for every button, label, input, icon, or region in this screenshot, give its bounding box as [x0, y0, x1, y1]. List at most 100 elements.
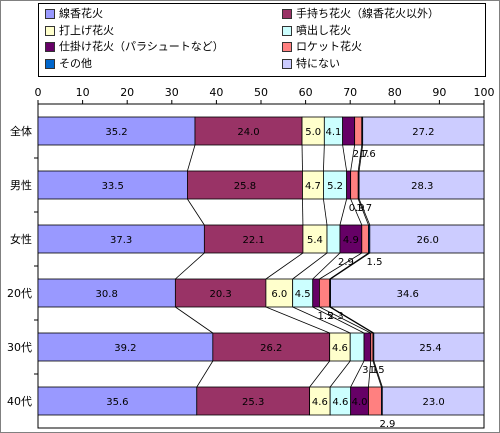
data-label: 4.7: [305, 181, 321, 192]
bar-segment: [326, 224, 341, 254]
data-label: 23.0: [422, 397, 444, 408]
series-connector-line: [330, 306, 375, 334]
series-connector-line: [373, 360, 383, 388]
series-connector-line: [196, 360, 214, 388]
bar-segment: [37, 386, 198, 416]
x-tick-label: 0: [35, 86, 42, 99]
data-label: 34.6: [397, 289, 419, 300]
series-connector-line: [329, 252, 369, 280]
data-label: 2.9: [338, 257, 354, 268]
legend-swatch: [282, 9, 292, 19]
plot-area: [37, 103, 485, 429]
series-connector-line: [175, 306, 214, 334]
bar-segment: [373, 332, 485, 362]
bar-segment: [187, 170, 303, 200]
x-tick-label: 20: [120, 86, 134, 99]
data-label: 4.1: [326, 127, 342, 138]
data-label: 4.6: [332, 343, 348, 354]
chart-legend: 線香花火 手持ち花火（線香花火以外） 打上げ花火 噴出し花火仕掛け花火（パラシュートな…: [38, 3, 486, 77]
data-label: 22.1: [243, 235, 265, 246]
legend-label: 噴出し花火: [296, 23, 351, 37]
legend-label: ロケット花火: [296, 40, 362, 53]
legend-swatch: [45, 25, 55, 36]
data-label: 0.9: [349, 203, 365, 214]
data-label: 27.2: [412, 127, 434, 138]
legend-label: その他: [59, 56, 92, 70]
data-label: 5.2: [327, 181, 343, 192]
legend-swatch: [282, 58, 292, 69]
series-connector-line: [309, 360, 331, 388]
bar-segment: [312, 278, 320, 308]
x-tick-label: 40: [209, 86, 223, 99]
data-label: 24.0: [237, 127, 259, 138]
bar-segment: [212, 332, 331, 362]
bar-segment: [194, 116, 303, 146]
data-label: 1.6: [360, 149, 376, 160]
category-label: 20代: [7, 287, 32, 300]
x-tick-label: 90: [432, 86, 446, 99]
x-tick-label: 30: [165, 86, 179, 99]
bar-segment: [330, 278, 485, 308]
category-label: 女性: [10, 232, 32, 246]
bar-segment: [342, 116, 356, 146]
data-label: 1.7: [356, 203, 372, 214]
bar-segment: [346, 170, 352, 200]
legend-label: 仕掛け花火（パラシュートなど）: [59, 40, 224, 53]
series-connector-line: [312, 252, 341, 280]
series-connector-line: [350, 144, 356, 172]
series-connector-line: [292, 252, 328, 280]
bar-segment: [381, 386, 485, 416]
legend-swatch: [282, 25, 292, 36]
legend-label: 線香花火: [59, 7, 103, 20]
series-connector-line: [323, 144, 325, 172]
series-connector-line: [350, 360, 365, 388]
bar-segment: [361, 224, 369, 254]
series-connector-line: [329, 360, 351, 388]
series-connector-line: [350, 198, 363, 226]
data-label: 4.0: [352, 397, 368, 408]
bar-segment: [196, 386, 311, 416]
bar-segment: [37, 170, 188, 200]
legend-swatch: [45, 58, 55, 69]
x-tick-label: 80: [388, 86, 402, 99]
data-label: 2.9: [379, 419, 395, 430]
bar-segment: [362, 116, 485, 146]
bar-segment: [174, 278, 267, 308]
series-connector-line: [312, 306, 365, 334]
data-label: 1.5: [369, 365, 385, 376]
data-label: 25.3: [242, 397, 264, 408]
series-connector-line: [342, 144, 348, 172]
legend-label: 打上げ花火: [59, 23, 114, 37]
series-connector-line: [323, 198, 328, 226]
series-connector-line: [329, 306, 374, 334]
data-label: 37.3: [110, 235, 132, 246]
series-connector-line: [175, 252, 205, 280]
data-label: 26.2: [260, 343, 282, 354]
data-label: 4.9: [343, 235, 359, 246]
data-label: 25.8: [234, 181, 256, 192]
legend-label: 手持ち花火（線香花火以外）: [296, 7, 439, 20]
bar-segment: [37, 224, 205, 254]
legend-swatch: [45, 42, 55, 52]
x-tick-label: 50: [254, 86, 268, 99]
bar-segment: [354, 116, 363, 146]
x-tick-label: 60: [299, 86, 313, 99]
data-label: 33.5: [102, 181, 124, 192]
series-connector-line: [357, 144, 363, 172]
x-tick-label: 100: [474, 86, 495, 99]
series-connector-line: [358, 198, 371, 226]
legend-label: 特にない: [296, 56, 340, 70]
series-connector-line: [330, 252, 371, 280]
legend-swatch: [282, 42, 292, 52]
data-label: 35.2: [105, 127, 127, 138]
data-label: 28.3: [411, 181, 433, 192]
data-label: 20.3: [210, 289, 232, 300]
data-label: 35.6: [106, 397, 128, 408]
data-label: 26.0: [417, 235, 439, 246]
bar-segment: [368, 386, 382, 416]
category-label: 30代: [7, 341, 32, 354]
bar-segment: [319, 278, 331, 308]
data-label: 4.5: [295, 289, 311, 300]
data-label: 2.7: [353, 149, 369, 160]
